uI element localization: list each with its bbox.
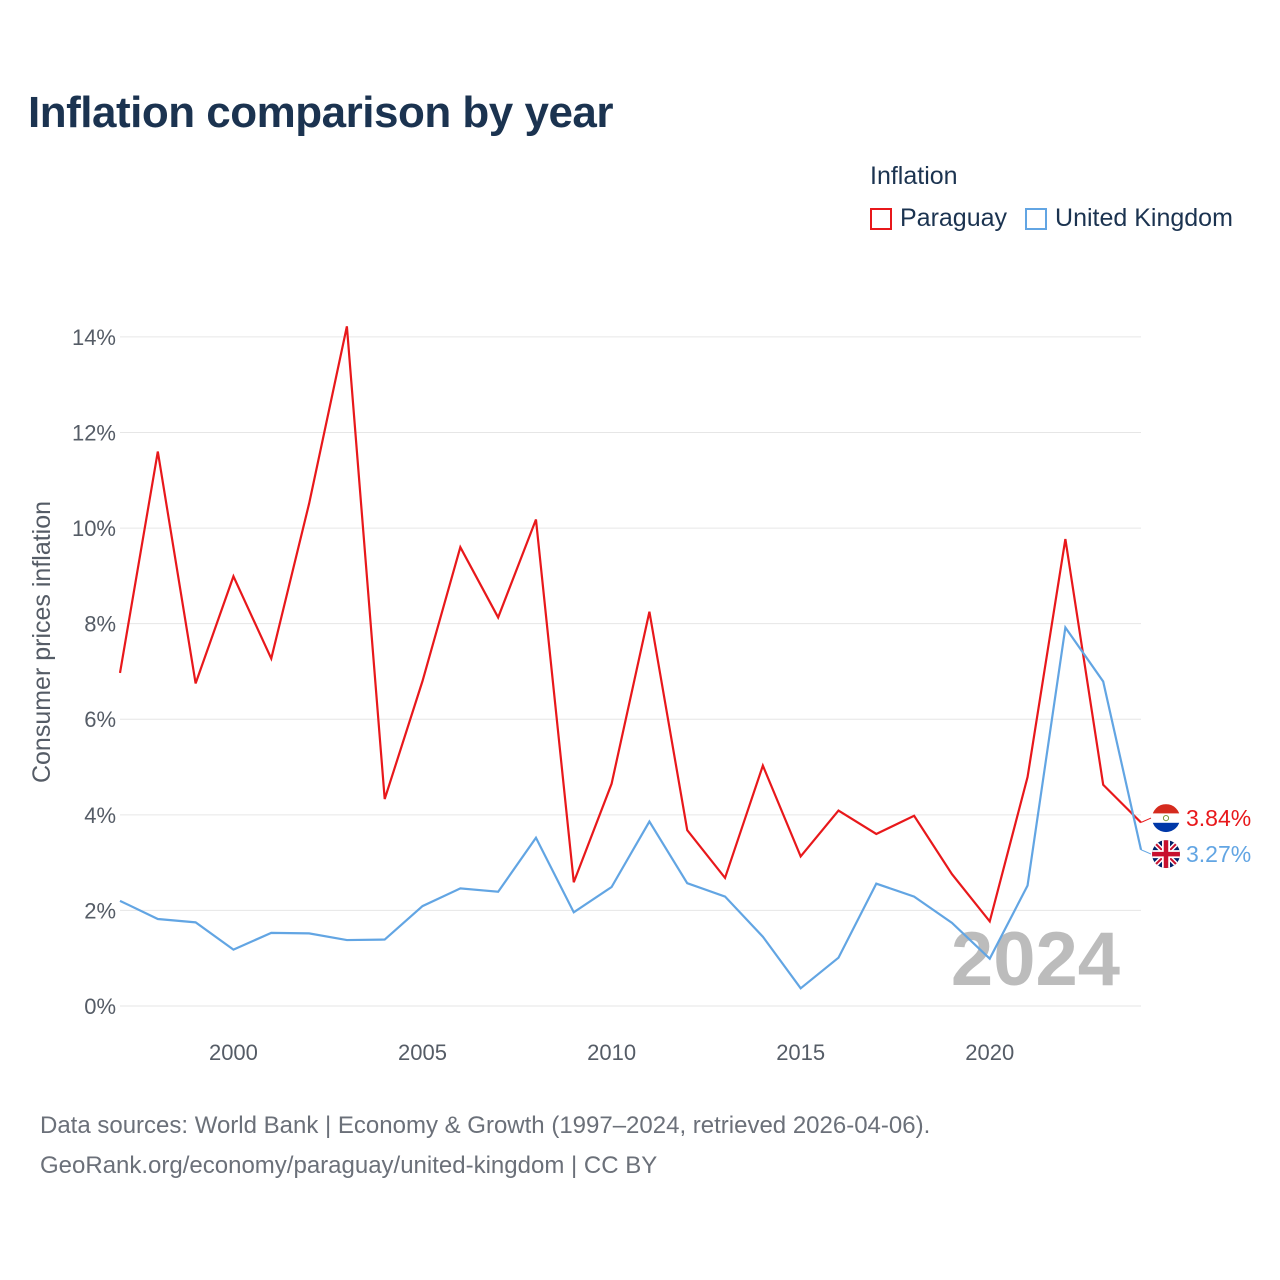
legend: Paraguay United Kingdom xyxy=(870,204,1251,233)
x-axis-ticks: 2000 2005 2010 2015 2020 xyxy=(209,1040,1014,1065)
legend-item-united-kingdom[interactable]: United Kingdom xyxy=(1025,204,1233,233)
y-tick-label: 12% xyxy=(72,420,116,445)
source-line-1: Data sources: World Bank | Economy & Gro… xyxy=(40,1112,931,1139)
y-tick-label: 4% xyxy=(84,803,116,828)
y-tick-label: 10% xyxy=(72,516,116,541)
x-tick-label: 2015 xyxy=(776,1040,825,1065)
y-tick-label: 14% xyxy=(72,325,116,350)
legend-label-paraguay: Paraguay xyxy=(900,204,1008,232)
y-tick-label: 0% xyxy=(84,994,116,1019)
series-line-paraguay[interactable] xyxy=(118,326,1142,924)
paraguay-flag-icon xyxy=(1152,804,1180,833)
source-note: Data sources: World Bank | Economy & Gro… xyxy=(40,1106,930,1186)
y-tick-label: 2% xyxy=(84,898,116,923)
year-watermark: 2024 xyxy=(951,917,1120,1002)
chart-title: Inflation comparison by year xyxy=(28,88,614,137)
series-lines xyxy=(118,326,1152,990)
series-line-united-kingdom[interactable] xyxy=(119,624,1143,990)
united-kingdom-flag-icon xyxy=(1152,840,1180,869)
paraguay-end-label: 3.84% xyxy=(1186,805,1251,831)
y-axis-ticks: 0% 2% 4% 6% 8% 10% 12% 14% xyxy=(72,325,116,1019)
legend-label-united-kingdom: United Kingdom xyxy=(1055,204,1233,232)
united-kingdom-end-label: 3.27% xyxy=(1186,841,1251,867)
source-line-2[interactable]: GeoRank.org/economy/paraguay/united-king… xyxy=(40,1152,658,1179)
y-tick-label: 6% xyxy=(84,707,116,732)
legend-swatch-paraguay xyxy=(870,207,892,230)
x-tick-label: 2020 xyxy=(965,1040,1014,1065)
x-tick-label: 2005 xyxy=(398,1040,447,1065)
x-tick-label: 2010 xyxy=(587,1040,636,1065)
y-axis-label: Consumer prices inflation xyxy=(28,501,56,783)
legend-item-paraguay[interactable]: Paraguay xyxy=(870,204,1007,233)
y-tick-label: 8% xyxy=(84,612,116,637)
x-tick-label: 2000 xyxy=(209,1040,258,1065)
legend-title: Inflation xyxy=(870,162,958,190)
legend-swatch-united-kingdom xyxy=(1025,207,1048,230)
end-connector xyxy=(1140,849,1152,855)
end-connector xyxy=(1140,817,1152,823)
grid-lines xyxy=(120,336,1141,1007)
line-chart: 0% 2% 4% 6% 8% 10% 12% 14% 2000 2005 2010 2015 2020… xyxy=(28,325,1251,1065)
